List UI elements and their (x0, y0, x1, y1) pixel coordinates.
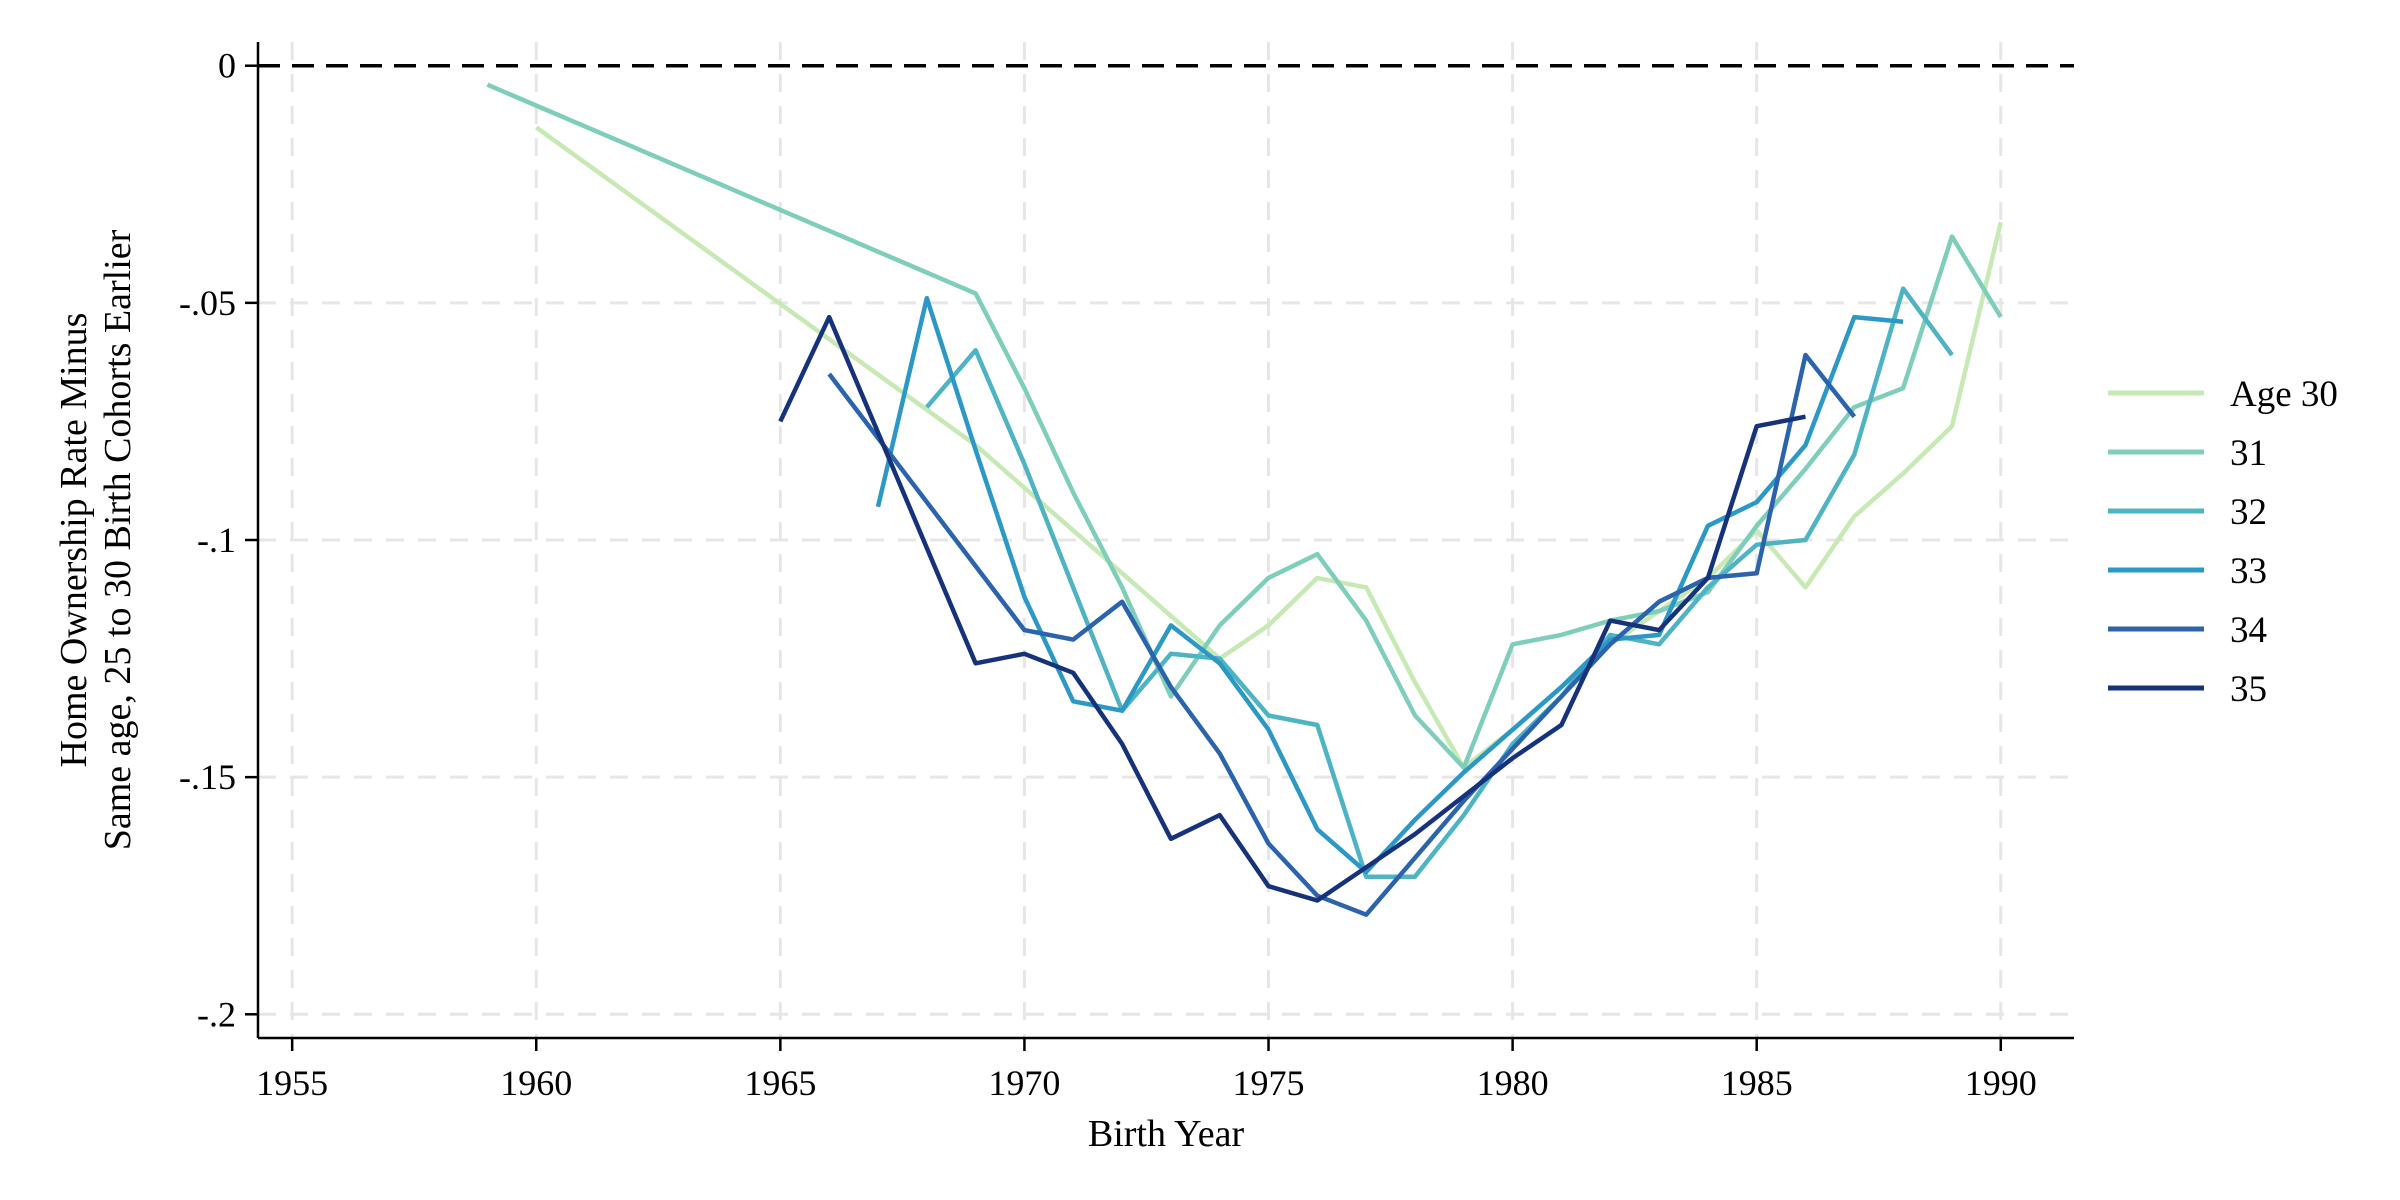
legend: Age 30 31 32 33 34 35 (2108, 374, 2338, 710)
y-tick-label: -.2 (197, 994, 236, 1034)
x-tick-label: 1960 (500, 1063, 572, 1103)
x-tick-label: 1955 (256, 1063, 328, 1103)
x-tick-label: 1970 (988, 1063, 1060, 1103)
x-tick-label: 1985 (1721, 1063, 1793, 1103)
x-axis-title: Birth Year (1088, 1113, 1245, 1155)
series-line-6 (778, 314, 1806, 903)
grid-lines (258, 42, 2074, 1038)
series-lines (486, 82, 2003, 917)
x-tick-label: 1965 (744, 1063, 816, 1103)
y-axis-title-line: Home Ownership Rate Minus (53, 313, 95, 768)
y-tick-label: -.05 (179, 283, 236, 323)
legend-label-2: 31 (2230, 433, 2267, 474)
y-tick-label: -.15 (179, 757, 236, 797)
series-line-4 (875, 295, 1904, 875)
x-tick-label: 1980 (1477, 1063, 1549, 1103)
series-line-5 (827, 352, 1857, 917)
y-axis-title: Home Ownership Rate Minus Same age, 25 to… (53, 229, 139, 850)
x-tick-label: 1975 (1233, 1063, 1305, 1103)
y-axis-title-line: Same age, 25 to 30 Birth Cohorts Earlier (97, 229, 139, 850)
legend-label-6: 35 (2230, 669, 2267, 710)
series-line-2 (486, 82, 2003, 770)
series-line-1 (534, 125, 2003, 770)
series-line-3 (925, 286, 1954, 879)
legend-label-4: 33 (2230, 551, 2267, 592)
legend-label-1: Age 30 (2230, 374, 2338, 415)
y-tick-label: 0 (218, 46, 236, 86)
axes: 1955 1960 1965 1970 1975 1980 1985 1990 0 -.05 -.1… (179, 42, 2074, 1103)
legend-label-5: 34 (2230, 610, 2267, 651)
y-tick-label: -.1 (197, 520, 236, 560)
legend-label-3: 32 (2230, 492, 2267, 533)
x-tick-label: 1990 (1965, 1063, 2037, 1103)
